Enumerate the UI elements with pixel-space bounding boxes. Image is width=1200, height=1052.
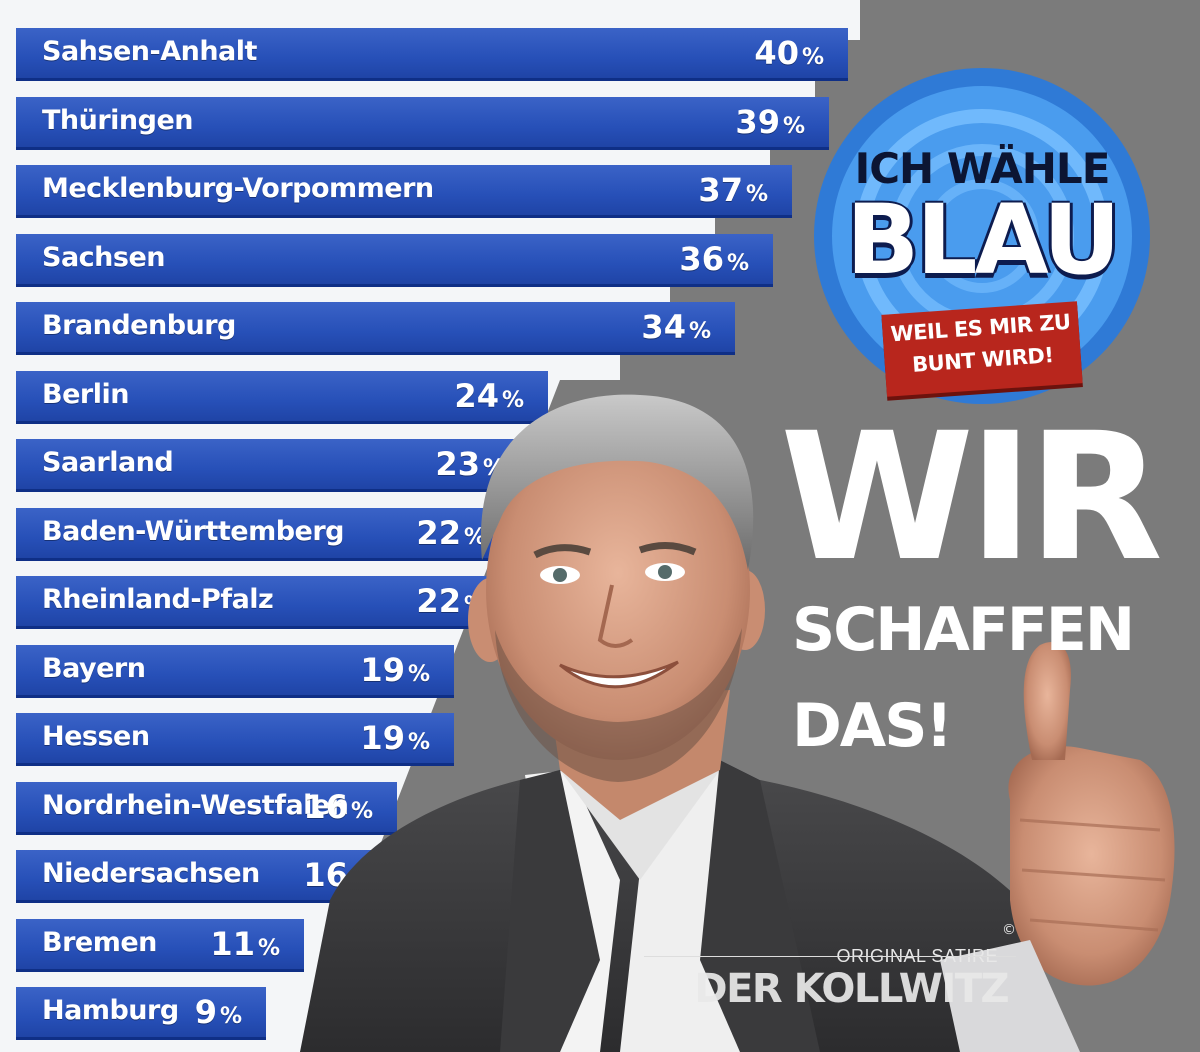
slogan-line1: WIR	[780, 395, 1163, 600]
bar-15: Hamburg 9%	[16, 987, 266, 1037]
bar-label: Berlin	[42, 378, 129, 410]
bar-value-unit: %	[782, 113, 805, 139]
bar-value-number: 37	[698, 171, 743, 209]
badge-title-line1: ICH WÄHLE	[854, 144, 1111, 193]
bar-value-label: 24%	[454, 377, 524, 415]
bar-value-unit: %	[219, 1004, 242, 1029]
slogan-line3: DAS!	[792, 691, 953, 761]
bar-value-label: 19%	[360, 719, 430, 757]
bar-value-number: 19	[360, 650, 405, 689]
bar-value-number: 22	[416, 582, 461, 620]
bar-9: Rheinland-Pfalz 22%	[16, 576, 510, 626]
bar-value-number: 19	[360, 719, 405, 757]
watermark-divider	[644, 956, 1016, 957]
bar-label: Bayern	[42, 652, 146, 684]
badge-title-line2: BLAU	[846, 184, 1121, 296]
bar-label: Sachsen	[42, 241, 166, 273]
bar-value-number: 40	[754, 34, 799, 72]
bar-value-label: 39%	[735, 103, 805, 141]
slogan-line2: SCHAFFEN	[792, 595, 1135, 665]
bar-label: Mecklenburg-Vorpommern	[42, 173, 434, 204]
bar-value-unit: %	[501, 387, 524, 413]
bar-value-number: 9	[194, 993, 217, 1031]
bar-value-label: 11%	[210, 925, 280, 963]
bar-value-number: 23	[435, 445, 480, 483]
bar-label: Sahsen-Anhalt	[42, 36, 257, 67]
bar-value-label: 16%	[303, 788, 373, 826]
bar-value-unit: %	[407, 730, 430, 755]
bar-value-unit: %	[801, 45, 824, 70]
bar-value-unit: %	[745, 182, 768, 207]
bar-label: Bremen	[42, 926, 157, 958]
bar-label: Rheinland-Pfalz	[42, 584, 274, 615]
bar-value-unit: %	[350, 798, 373, 824]
bar-value-number: 36	[679, 239, 724, 278]
bar-value-number: 39	[735, 102, 780, 141]
ribbon-text-line1: WEIL ES MIR ZU	[889, 309, 1072, 347]
watermark: © ORIGINAL SATIRE DER KOLLWITZ	[636, 922, 1016, 1012]
bar-value-number: 24	[454, 376, 499, 415]
bar-value-label: 9%	[195, 993, 242, 1031]
bar-label: Thüringen	[42, 104, 194, 136]
bar-value-label: 40%	[754, 34, 824, 72]
bar-value-unit: %	[407, 661, 430, 687]
bar-label: Saarland	[42, 447, 174, 478]
bar-value-unit: %	[726, 250, 749, 276]
bar-value-label: 37%	[698, 171, 768, 209]
bar-12: Nordrhein-Westfalen 16%	[16, 781, 397, 832]
bar-value-unit: %	[463, 524, 486, 550]
bar-label: Brandenburg	[42, 310, 236, 341]
bar-label: Nordrhein-Westfalen	[42, 789, 349, 821]
badge-ribbon: WEIL ES MIR ZU BUNT WIRD!	[881, 301, 1083, 397]
bar-11: Hessen 19%	[16, 713, 454, 763]
bar-3: Mecklenburg-Vorpommern 37%	[16, 165, 792, 215]
bar-value-label: 23%	[435, 445, 505, 483]
watermark-copyright: ©	[1002, 922, 1016, 938]
bar-value-number: 11	[210, 924, 255, 963]
bar-label: Hessen	[42, 721, 150, 752]
bar-value-label: 22%	[416, 582, 486, 620]
bar-10: Bayern 19%	[16, 644, 454, 695]
bar-1: Sahsen-Anhalt 40%	[16, 28, 848, 78]
bar-label: Baden-Württemberg	[42, 515, 345, 547]
bar-value-label: 34%	[641, 308, 711, 346]
bar-value-number: 22	[416, 513, 461, 552]
bar-5: Brandenburg 34%	[16, 302, 735, 352]
bar-value-number: 16	[303, 787, 348, 826]
bar-value-number: 34	[641, 308, 686, 346]
bar-4: Sachsen 36%	[16, 233, 773, 284]
bar-8: Baden-Württemberg 22%	[16, 507, 510, 558]
bar-6: Berlin 24%	[16, 370, 548, 421]
bar-value-label: 36%	[679, 240, 749, 278]
ich-waehle-blau-badge: ICH WÄHLE BLAU WEIL ES MIR ZU BUNT WIRD!	[792, 66, 1172, 406]
bar-7: Saarland 23%	[16, 439, 529, 489]
bar-14: Bremen 11%	[16, 918, 304, 969]
bar-label: Niedersachsen	[42, 858, 260, 889]
bar-value-label: 22%	[416, 514, 486, 552]
bar-2: Thüringen 39%	[16, 96, 829, 147]
bar-value-label: 19%	[360, 651, 430, 689]
watermark-name: DER KOLLWITZ	[694, 966, 1009, 1012]
ribbon-text-line2: BUNT WIRD!	[911, 343, 1055, 377]
bar-value-unit: %	[257, 935, 280, 961]
bar-value-unit: %	[688, 319, 711, 344]
bar-label: Hamburg	[42, 995, 179, 1026]
